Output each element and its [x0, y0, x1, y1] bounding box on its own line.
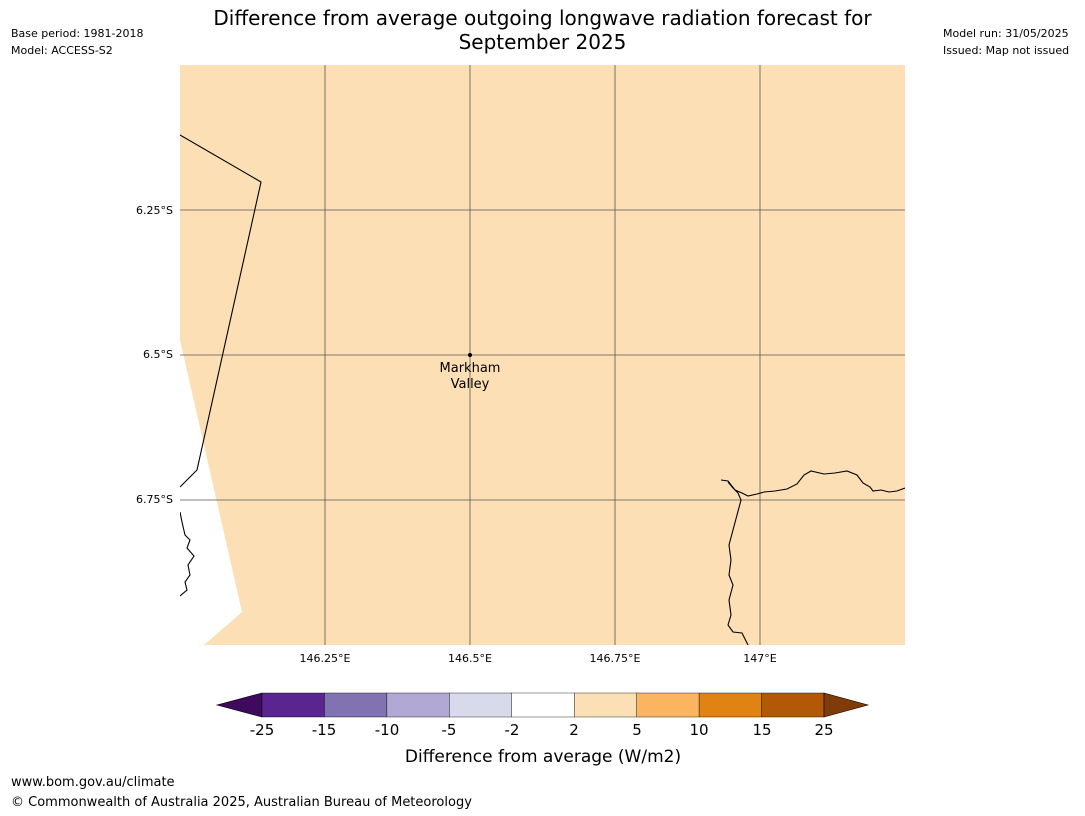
west-coastline: [180, 511, 195, 597]
colorbar-tick-labels: -25 -15 -10 -5 -2 2 5 10 15 25: [250, 721, 834, 739]
meta-left: Base period: 1981-2018 Model: ACCESS-S2: [11, 25, 143, 59]
lon-label-146-75: 146.75°E: [590, 652, 641, 665]
lon-label-147: 147°E: [743, 652, 776, 665]
model-run-text: Model run: 31/05/2025: [943, 27, 1069, 40]
cb-tick-9: 25: [814, 721, 833, 739]
colorbar-swatch: [324, 692, 388, 718]
map-area: Markham Valley: [180, 65, 905, 645]
footer-copyright: © Commonwealth of Australia 2025, Austra…: [11, 795, 472, 810]
colorbar-swatch: [698, 692, 762, 718]
latitude-labels: 6.25°S 6.5°S 6.75°S: [136, 204, 173, 506]
river-boundary-east: [720, 470, 905, 497]
cb-tick-4: -2: [505, 721, 520, 739]
meta-right: Model run: 31/05/2025 Issued: Map not is…: [943, 25, 1069, 59]
cb-tick-7: 10: [689, 721, 708, 739]
colorbar-swatches: [215, 692, 870, 718]
footer-url: www.bom.gov.au/climate: [11, 775, 175, 790]
colorbar-extend-high: [823, 692, 870, 718]
title-line-1: Difference from average outgoing longwav…: [213, 6, 872, 30]
colorbar-swatch: [449, 692, 512, 718]
cb-tick-6: 5: [632, 721, 642, 739]
title-line-2: September 2025: [458, 30, 627, 54]
cb-tick-8: 15: [752, 721, 771, 739]
cb-tick-3: -5: [442, 721, 457, 739]
forecast-map: Markham Valley 6.25°S 6.5°S 6.75°S 146.2…: [136, 65, 905, 665]
model-text: Model: ACCESS-S2: [11, 44, 113, 57]
map-title: Difference from average outgoing longwav…: [0, 6, 1085, 54]
colorbar-swatch: [761, 692, 825, 718]
lat-label-6-75: 6.75°S: [136, 493, 173, 506]
cb-tick-2: -10: [375, 721, 400, 739]
lon-label-146-5: 146.5°E: [448, 652, 492, 665]
issued-text: Issued: Map not issued: [943, 44, 1070, 57]
cb-tick-5: 2: [569, 721, 579, 739]
lat-label-6-25: 6.25°S: [136, 204, 173, 217]
colorbar-extend-low: [215, 692, 263, 718]
longitude-labels: 146.25°E 146.5°E 146.75°E 147°E: [300, 652, 777, 665]
place-label-line-1: Markham: [440, 361, 501, 376]
colorbar-swatch: [386, 692, 450, 718]
lon-label-146-25: 146.25°E: [300, 652, 351, 665]
colorbar-swatch: [636, 692, 700, 718]
cb-tick-1: -15: [312, 721, 337, 739]
colorbar-title: Difference from average (W/m2): [405, 747, 681, 767]
place-label-line-2: Valley: [451, 377, 490, 392]
colorbar-swatch: [511, 692, 575, 718]
cb-tick-0: -25: [250, 721, 275, 739]
colorbar-swatch: [574, 692, 637, 718]
river-boundary-south: [727, 481, 749, 645]
province-boundary: [180, 134, 262, 488]
boundaries: [180, 134, 905, 645]
gridlines: [180, 65, 905, 645]
markham-valley-marker: [468, 353, 472, 357]
base-period-text: Base period: 1981-2018: [11, 27, 144, 40]
lat-label-6-5: 6.5°S: [143, 348, 173, 361]
colorbar-swatch: [261, 692, 325, 718]
